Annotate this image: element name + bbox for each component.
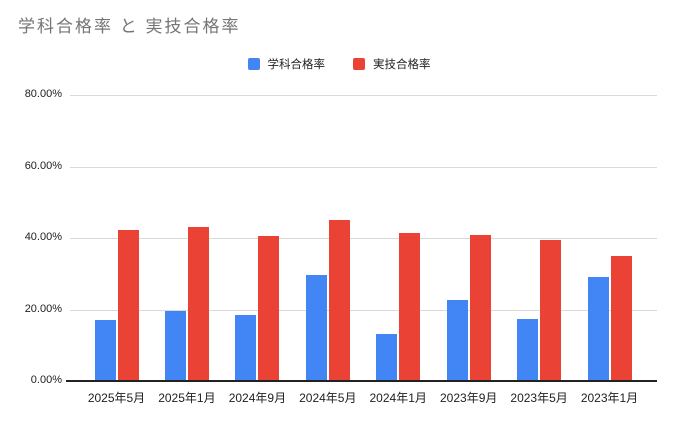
y-axis-tick-label: 80.00% (24, 88, 62, 100)
legend-swatch-blue (247, 58, 260, 70)
legend-swatch-red (353, 58, 365, 70)
bar-written-pass-rate[interactable] (94, 319, 116, 380)
bar-written-pass-rate[interactable] (587, 276, 609, 380)
x-axis-category-label: 2024年9月 (228, 391, 287, 405)
y-axis-tick-label: 20.00% (24, 302, 62, 315)
bar-written-pass-rate[interactable] (376, 333, 398, 380)
bar-written-pass-rate[interactable] (164, 311, 186, 380)
bar-written-pass-rate[interactable] (446, 299, 468, 380)
bar-practical-pass-rate[interactable] (399, 232, 421, 380)
x-axis-category-label: 2025年5月 (87, 391, 146, 405)
legend-item-written-pass-rate[interactable]: 学科合格率 (247, 56, 326, 72)
y-axis-tick-label: 60.00% (24, 159, 62, 172)
bar-practical-pass-rate[interactable] (117, 230, 139, 380)
bar-practical-pass-rate[interactable] (258, 235, 280, 380)
x-axis-line (66, 380, 657, 382)
x-axis-category-label: 2023年5月 (510, 391, 568, 405)
gridline (70, 167, 657, 168)
legend-item-practical-pass-rate[interactable]: 実技合格率 (353, 56, 431, 72)
bar-written-pass-rate[interactable] (517, 319, 539, 380)
bar-practical-pass-rate[interactable] (328, 220, 350, 380)
bar-practical-pass-rate[interactable] (187, 227, 209, 380)
x-axis-category-label: 2025年1月 (158, 391, 216, 405)
legend-label: 学科合格率 (267, 59, 326, 71)
y-axis-tick-label: 40.00% (24, 231, 62, 243)
y-axis-tick-label: 0.00% (30, 374, 62, 386)
bar-practical-pass-rate[interactable] (610, 255, 632, 380)
x-axis-category-label: 2024年5月 (299, 391, 357, 405)
gridline (70, 238, 657, 239)
legend-label: 実技合格率 (373, 59, 431, 71)
x-axis-category-label: 2023年9月 (440, 391, 498, 405)
chart-title: 学科合格率 と 実技合格率 (18, 17, 241, 36)
chart-legend: 学科合格率 実技合格率 (0, 56, 678, 72)
gridline (70, 310, 657, 311)
x-axis-category-label: 2023年1月 (580, 391, 639, 405)
x-axis-category-label: 2024年1月 (369, 391, 427, 405)
bar-written-pass-rate[interactable] (305, 274, 327, 380)
bar-practical-pass-rate[interactable] (469, 234, 491, 380)
bar-practical-pass-rate[interactable] (540, 239, 562, 380)
bar-written-pass-rate[interactable] (235, 314, 257, 380)
gridline (70, 95, 657, 96)
